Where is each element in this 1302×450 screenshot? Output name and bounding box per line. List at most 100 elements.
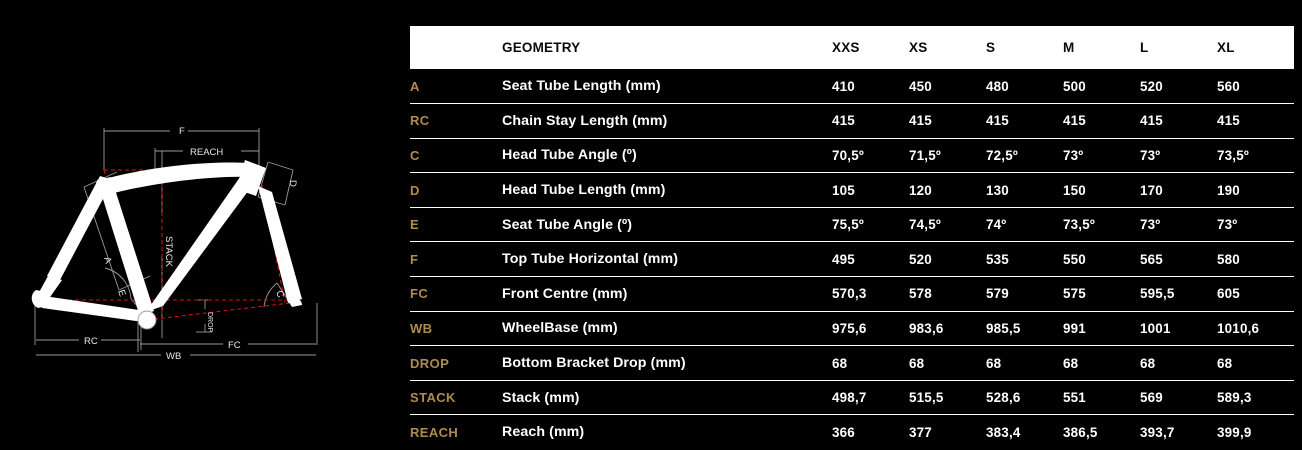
measure-label: Front Centre (502, 285, 589, 302)
table-body: A Seat Tube Length (mm) 410 450 480 500 520 560… (410, 69, 1294, 450)
row-code: FC (410, 286, 429, 302)
cell-s: 415 (986, 113, 1009, 129)
header-size-l: L (1140, 40, 1149, 55)
cell-l: 565 (1140, 251, 1163, 267)
table-row: A Seat Tube Length (mm) 410 450 480 500 520 560 (410, 69, 1294, 104)
cell-xl: 190 (1217, 182, 1240, 198)
table-row: F Top Tube Horizontal (mm) 495 520 535 550 565… (410, 241, 1294, 277)
row-code: STACK (410, 390, 456, 406)
cell-m: 73,5º (1063, 217, 1095, 233)
cell-xl: 399,9 (1217, 424, 1252, 440)
cell-xxs: 75,5º (832, 217, 864, 233)
cell-l: 569 (1140, 390, 1163, 406)
cell-s: 535 (986, 251, 1009, 267)
label-e: E (115, 288, 128, 298)
geometry-table: GEOMETRY XXS XS S M L XL A Seat Tube Leng… (410, 26, 1294, 450)
cell-xs: 120 (909, 182, 932, 198)
table-row: DROP Bottom Bracket Drop (mm) 68 68 68 68 68 68 (410, 345, 1294, 381)
cell-xs: 983,6 (909, 320, 944, 336)
header-size-s: S (986, 40, 996, 55)
cell-s: 74º (986, 217, 1007, 233)
table-header: GEOMETRY XXS XS S M L XL (410, 26, 1294, 69)
label-wb: WB (166, 351, 181, 362)
row-measure-name: WheelBase (mm) (502, 311, 832, 346)
table-row: REACH Reach (mm) 366 377 383,4 386,5 393,7 399,… (410, 414, 1294, 450)
cell-xl: 1010,6 (1217, 320, 1260, 336)
label-a: A (101, 256, 114, 266)
cell-m: 150 (1063, 182, 1086, 198)
row-measure-name: Seat Tube Length (mm) (502, 69, 832, 104)
cell-m: 386,5 (1063, 424, 1098, 440)
measure-unit: (mm) (630, 182, 666, 199)
cell-m: 991 (1063, 320, 1086, 336)
cell-xxs: 410 (832, 78, 855, 94)
measure-unit: (mm) (625, 78, 661, 95)
table-row: RC Chain Stay Length (mm) 415 415 415 415 415 4… (410, 103, 1294, 139)
row-code: D (410, 182, 420, 198)
row-measure-name: Seat Tube Angle (º) (502, 207, 832, 242)
cell-m: 73º (1063, 147, 1084, 163)
cell-l: 415 (1140, 113, 1163, 129)
row-measure-name: Stack (mm) (502, 380, 832, 415)
cell-s: 985,5 (986, 320, 1021, 336)
header-size-m: M (1063, 40, 1075, 55)
measure-unit: (º) (617, 216, 633, 233)
table-header-row: GEOMETRY XXS XS S M L XL (410, 26, 1294, 69)
row-code: F (410, 251, 419, 267)
cell-l: 170 (1140, 182, 1163, 198)
label-d: D (287, 180, 298, 187)
cell-xxs: 498,7 (832, 390, 867, 406)
cell-xxs: 975,6 (832, 320, 867, 336)
measure-unit: (º) (621, 147, 637, 164)
measure-label: Bottom Bracket Drop (502, 355, 647, 372)
cell-s: 383,4 (986, 424, 1021, 440)
row-measure-name: Head Tube Length (mm) (502, 173, 832, 208)
table-row: D Head Tube Length (mm) 105 120 130 150 170 190 (410, 172, 1294, 208)
cell-xs: 377 (909, 424, 932, 440)
cell-m: 551 (1063, 390, 1086, 406)
cell-l: 393,7 (1140, 424, 1175, 440)
row-measure-name: Top Tube Horizontal (mm) (502, 242, 832, 277)
row-measure-name: Reach (mm) (502, 415, 832, 450)
cell-l: 73º (1140, 217, 1161, 233)
measure-unit: (mm) (544, 389, 580, 406)
cell-l: 68 (1140, 355, 1156, 371)
label-fc: FC (228, 340, 241, 351)
measure-label: Top Tube Horizontal (502, 251, 639, 268)
frame-diagram-svg: F REACH STACK DROP A E C D RC FC WB (0, 0, 400, 448)
row-measure-name: Chain Stay Length (mm) (502, 104, 832, 139)
measure-unit: (mm) (549, 424, 585, 441)
measure-label: Stack (502, 389, 541, 406)
row-measure-name: Bottom Bracket Drop (mm) (502, 346, 832, 381)
measure-unit: (mm) (582, 320, 618, 337)
cell-xs: 74,5º (909, 217, 941, 233)
geometry-table-wrapper: GEOMETRY XXS XS S M L XL A Seat Tube Leng… (410, 26, 1294, 450)
measure-label: Head Tube Angle (502, 147, 618, 164)
table-row: E Seat Tube Angle (º) 75,5º 74,5º 74º 73,5º 73… (410, 207, 1294, 242)
header-geometry: GEOMETRY (502, 40, 581, 55)
row-code: C (410, 147, 420, 163)
cell-xs: 515,5 (909, 390, 944, 406)
bike-frame-geometry-diagram: F REACH STACK DROP A E C D RC FC WB (0, 0, 400, 448)
cell-xl: 605 (1217, 286, 1240, 302)
cell-s: 72,5º (986, 147, 1018, 163)
row-code: RC (410, 113, 430, 129)
cell-xxs: 68 (832, 355, 848, 371)
cell-xl: 589,3 (1217, 390, 1252, 406)
cell-xxs: 495 (832, 251, 855, 267)
measure-unit: (mm) (632, 112, 668, 129)
cell-s: 130 (986, 182, 1009, 198)
header-size-xl: XL (1217, 40, 1235, 55)
cell-xxs: 415 (832, 113, 855, 129)
cell-m: 415 (1063, 113, 1086, 129)
cell-xs: 520 (909, 251, 932, 267)
label-c: C (273, 289, 286, 300)
cell-xs: 415 (909, 113, 932, 129)
cell-m: 550 (1063, 251, 1086, 267)
row-measure-name: Head Tube Angle (º) (502, 138, 832, 173)
cell-l: 73º (1140, 147, 1161, 163)
cell-xl: 415 (1217, 113, 1240, 129)
cell-xs: 71,5º (909, 147, 941, 163)
cell-xl: 73º (1217, 217, 1238, 233)
